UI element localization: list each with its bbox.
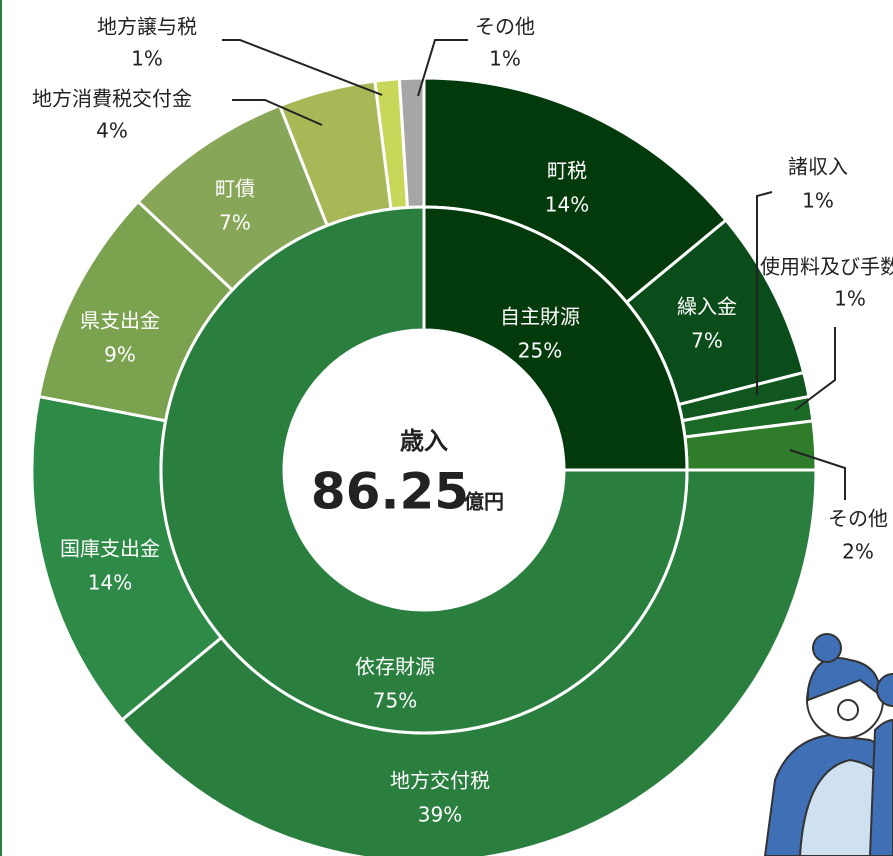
center-hole: [284, 330, 564, 610]
center-value: 86.25: [311, 463, 469, 521]
segment-label: 国庫支出金: [60, 537, 160, 561]
leader-line: [756, 191, 773, 395]
segment-value: 1%: [834, 287, 866, 311]
segment-value: 75%: [373, 689, 417, 713]
segment-label: 繰入金: [677, 295, 737, 319]
segment-label: 使用料及び手数料: [760, 255, 893, 279]
segment-label: 依存財源: [355, 655, 435, 679]
segment-value: 1%: [131, 47, 163, 71]
segment-value: 14%: [88, 571, 132, 595]
segment-label: 地方消費税交付金: [32, 87, 192, 111]
segment-value: 39%: [418, 803, 462, 827]
segment-value: 7%: [691, 329, 723, 353]
segment-label: 諸収入: [788, 155, 848, 179]
leader-line: [417, 39, 468, 97]
segment-value: 25%: [518, 339, 562, 363]
segment-value: 1%: [489, 47, 521, 71]
segment-label: 地方交付税: [390, 769, 490, 793]
leader-line: [794, 327, 836, 411]
center-unit: 億円: [464, 490, 504, 514]
segment-label: その他: [475, 15, 535, 39]
leader-line: [232, 99, 323, 126]
segment-label: 県支出金: [80, 309, 160, 333]
segment-label: 町債: [215, 177, 255, 201]
leader-line: [222, 39, 383, 96]
segment-value: 14%: [545, 193, 589, 217]
segment-label: 地方譲与税: [97, 15, 197, 39]
segment-value: 4%: [96, 119, 128, 143]
segment-value: 7%: [219, 211, 251, 235]
segment-label: 町税: [547, 159, 587, 183]
leader-line: [789, 449, 846, 500]
segment-label: 自主財源: [500, 305, 580, 329]
segment-value: 1%: [802, 189, 834, 213]
center-title: 歳入: [400, 427, 448, 455]
illustration: [763, 633, 893, 856]
segment-label: その他: [828, 507, 888, 531]
segment-value: 9%: [104, 343, 136, 367]
segment-value: 2%: [842, 540, 874, 564]
